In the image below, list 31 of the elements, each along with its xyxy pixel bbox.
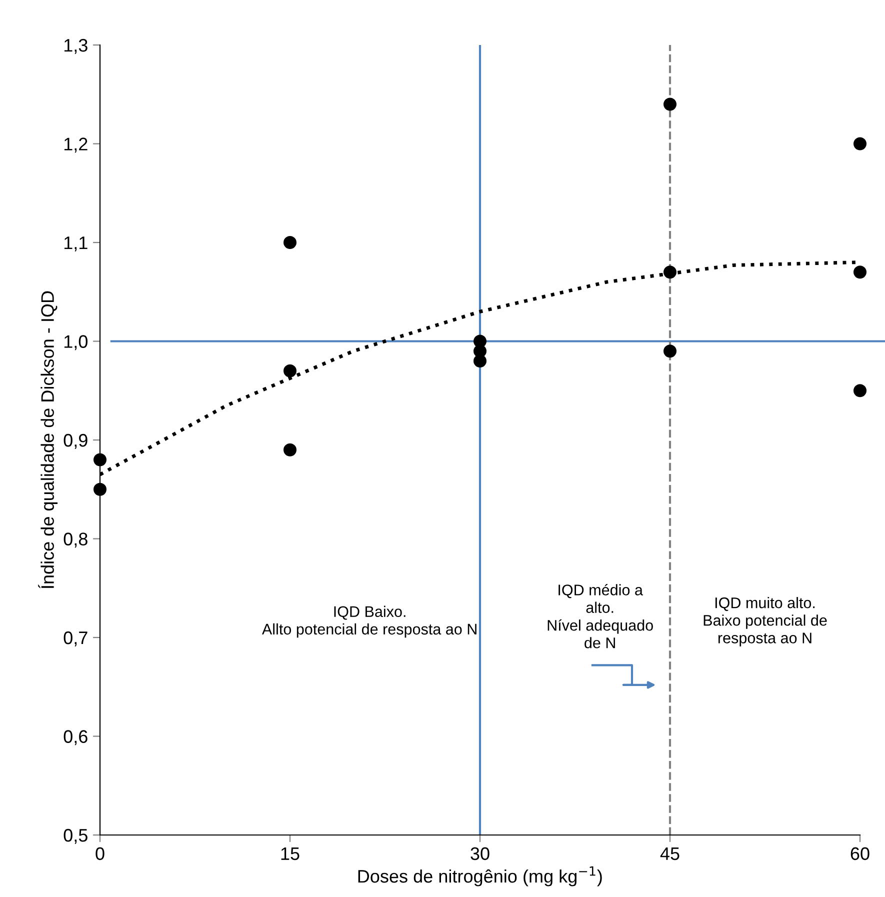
x-tick-label: 0: [96, 847, 104, 860]
annotation: IQD muito alto. Baixo potencial de resposta ao N: [704, 597, 827, 646]
y-tick-label: 1,3: [64, 38, 88, 54]
point: [473, 354, 487, 368]
point: [663, 344, 677, 358]
point: [853, 137, 867, 150]
point: [283, 443, 297, 456]
y-tick-label: 0,6: [64, 730, 88, 746]
y-tick-label: 0,7: [64, 631, 88, 646]
point: [853, 266, 867, 279]
point: [283, 236, 297, 250]
y-tick-label: 1,0: [64, 335, 88, 350]
point: [853, 384, 867, 398]
y-axis-title: Índice de qualidade de Dickson - IQD: [38, 291, 58, 588]
y-tick-label: 1,1: [64, 236, 88, 252]
point: [93, 482, 107, 496]
annotation: IQD Baixo. Allto potencial de resposta ao N: [262, 606, 476, 638]
y-tick-label: 0,8: [64, 532, 88, 548]
y-tick-label: 0,9: [64, 434, 88, 449]
annotation: IQD médio a alto. Nível adequado de N: [548, 584, 653, 648]
x-tick-label: 60: [850, 847, 870, 860]
x-tick-label: 45: [660, 847, 680, 860]
point: [663, 266, 677, 279]
y-tick-label: 1,2: [64, 138, 88, 153]
point: [283, 364, 297, 378]
point: [663, 98, 677, 111]
point: [93, 453, 107, 466]
x-tick-label: 15: [281, 847, 300, 860]
x-axis-title: Doses de nitrogênio (mg kg$^{−1}$): [358, 866, 602, 886]
y-tick-label: 0,5: [64, 828, 88, 844]
x-tick-label: 30: [470, 847, 490, 860]
